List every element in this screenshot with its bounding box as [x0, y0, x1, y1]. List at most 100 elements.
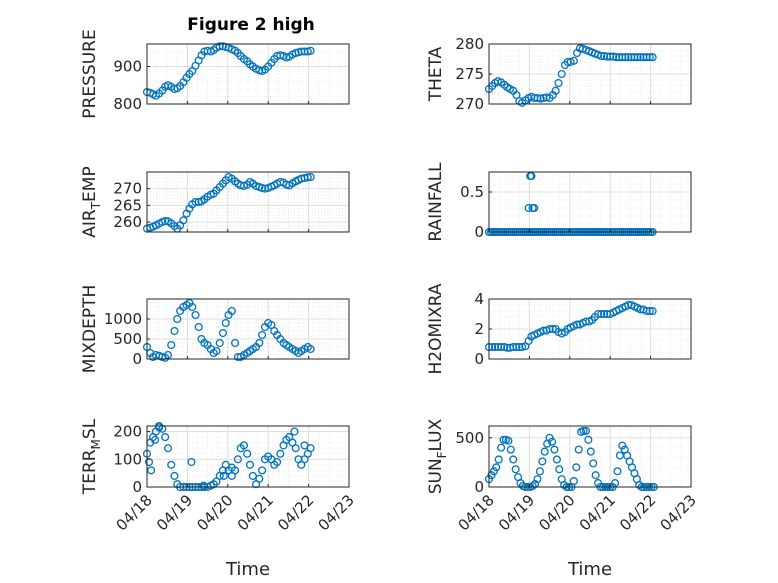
data-point [499, 435, 508, 444]
y-tick-label: 270 [113, 180, 142, 198]
data-point [597, 51, 606, 61]
data-point [187, 457, 196, 467]
data-point [290, 427, 299, 436]
data-point [218, 328, 228, 338]
y-tick-label: 0 [474, 223, 484, 241]
data-point [581, 426, 591, 435]
y-tick-label: 0 [132, 350, 142, 368]
data-point [497, 342, 506, 352]
data-point [492, 463, 501, 472]
data-point [215, 42, 224, 51]
data-point [494, 455, 503, 464]
data-point [612, 53, 621, 62]
y-tick-label: 0 [474, 478, 484, 496]
data-point [258, 466, 267, 475]
data-point [243, 449, 252, 458]
x-tick-label: 04/21 [576, 491, 619, 534]
y-tick-label: 265 [113, 196, 142, 214]
data-point [231, 338, 240, 348]
data-point [630, 53, 639, 62]
x-tick-label: 04/21 [234, 491, 277, 534]
data-point [303, 173, 312, 182]
data-point [487, 471, 496, 480]
y-axis-label: THETA [426, 46, 446, 102]
y-tick-label: 800 [113, 95, 142, 113]
y-tick-label: 270 [455, 95, 484, 113]
subplot-6: 0 2 4 H2OMIXRA [426, 283, 692, 375]
data-point [597, 309, 606, 319]
y-tick-label: 0 [474, 350, 484, 368]
data-point [530, 203, 539, 213]
data-point [512, 342, 521, 352]
data-point [574, 445, 583, 454]
data-point [642, 53, 651, 62]
data-point [557, 69, 566, 79]
data-point [151, 435, 160, 444]
data-point [300, 441, 309, 450]
data-point [161, 433, 170, 442]
y-axis-label: MIXDEPTH [80, 285, 100, 374]
data-point [515, 342, 524, 352]
data-point [167, 340, 176, 350]
axes-box [146, 171, 350, 233]
x-tick-label: 04/22 [274, 491, 317, 534]
data-point [504, 436, 513, 445]
data-point [613, 467, 622, 476]
data-point [509, 342, 518, 352]
data-point [146, 466, 156, 475]
y-tick-label: 280 [455, 35, 484, 53]
data-point [179, 216, 188, 225]
data-point [203, 46, 212, 55]
subplot-7: 0 100 200 TERRMSL 04/1804/1904/2004/2104/220… [80, 418, 358, 580]
y-axis-label: PRESSURE [80, 29, 100, 118]
data-point [255, 474, 264, 483]
data-point [600, 309, 609, 319]
data-point [569, 477, 578, 486]
y-tick-label: 260 [113, 213, 142, 231]
data-point [635, 480, 644, 490]
data-point [645, 53, 654, 62]
data-point [276, 449, 285, 458]
axes-box [146, 425, 350, 488]
x-axis-label: Time [567, 559, 612, 580]
y-axis-label: H2OMIXRA [426, 283, 446, 374]
y-axis-label: SUNFLUX [426, 418, 449, 494]
data-point [233, 455, 242, 464]
axes-box [488, 425, 692, 488]
data-point [572, 463, 581, 472]
data-point [642, 306, 651, 316]
data-point [636, 53, 645, 62]
data-point [215, 338, 224, 348]
data-point [163, 444, 173, 453]
subplot-2: 270 275 280 THETA [426, 35, 692, 113]
subplot-1: 800 900 PRESSURE [80, 29, 350, 119]
data-point [524, 203, 533, 213]
data-point [300, 47, 309, 56]
data-point [144, 457, 154, 467]
data-point [306, 344, 315, 354]
data-point [245, 460, 255, 469]
y-tick-label: 200 [113, 423, 142, 441]
y-tick-label: 100 [113, 450, 142, 468]
data-point [552, 455, 561, 464]
data-point [573, 320, 582, 329]
data-point [248, 471, 257, 480]
data-point [227, 463, 236, 472]
data-point [194, 322, 203, 332]
data-point [273, 457, 282, 467]
data-point [560, 480, 569, 490]
data-point [550, 445, 559, 454]
y-tick-label: 4 [474, 290, 484, 308]
x-axis-label: Time [225, 559, 270, 580]
x-tick-label: 04/18 [455, 491, 498, 534]
data-point [173, 314, 182, 324]
data-point [586, 447, 595, 456]
data-point [648, 306, 657, 316]
axes-box [488, 171, 692, 233]
y-tick-label: 0.5 [460, 183, 484, 201]
data-point [167, 460, 176, 469]
data-point [227, 306, 236, 316]
